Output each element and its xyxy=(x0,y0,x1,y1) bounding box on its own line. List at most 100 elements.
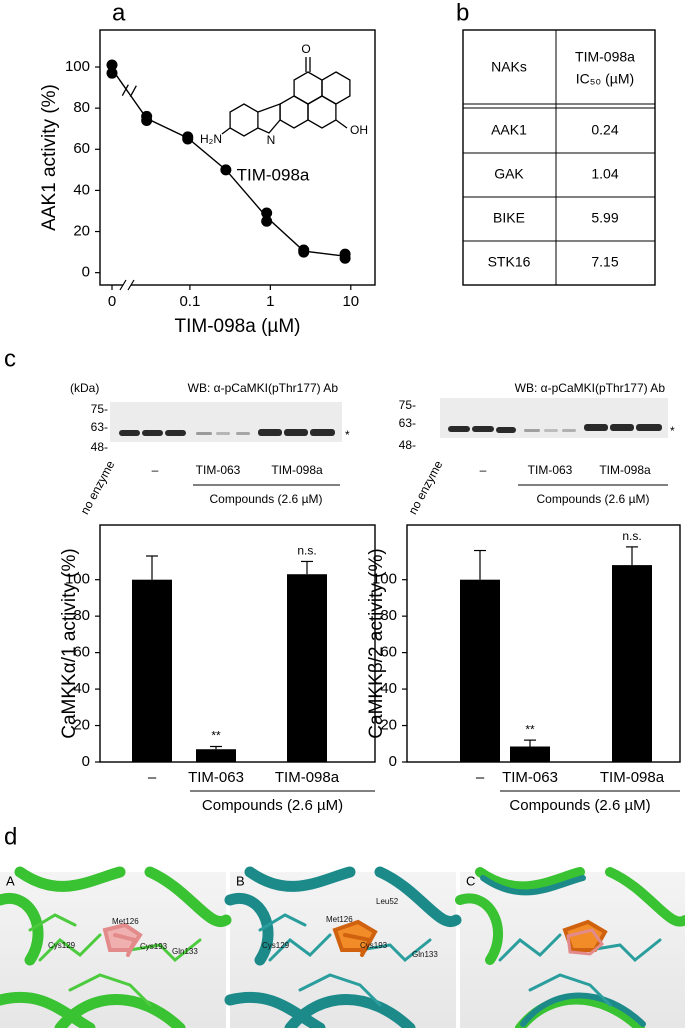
table-cell: STK16 xyxy=(488,254,531,270)
residue-label: Cys129 xyxy=(48,941,76,950)
docking-label: A xyxy=(6,873,15,888)
y-tick-label: 80 xyxy=(73,607,90,624)
unit-label: (kDa) xyxy=(70,381,99,395)
table-frame xyxy=(462,29,656,286)
lane-label: – xyxy=(480,463,487,477)
band xyxy=(119,430,140,436)
x-tick-label: 10 xyxy=(342,293,359,310)
band-star: * xyxy=(345,428,350,442)
atom-label: OH xyxy=(350,123,368,137)
atom-label: H₂N xyxy=(200,132,222,146)
table: NAKs TIM-098a IC₅₀ (µM) xyxy=(462,29,656,286)
residue-label: Met126 xyxy=(112,917,139,926)
y-tick-label: 80 xyxy=(73,99,90,116)
bar xyxy=(510,746,550,762)
data-point xyxy=(261,215,273,227)
docking-label: C xyxy=(466,873,475,888)
y-axis-label: AAK1 activity (%) xyxy=(39,84,60,231)
band xyxy=(496,427,516,433)
bar xyxy=(196,749,236,762)
marker-label: 48- xyxy=(399,438,416,452)
y-axis-label: CaMKKα/1 activity (%) xyxy=(59,548,80,738)
band xyxy=(636,424,662,431)
data-point xyxy=(220,164,232,176)
band xyxy=(584,424,608,431)
significance-label: n.s. xyxy=(622,529,641,543)
band xyxy=(448,426,470,432)
significance-label: ** xyxy=(525,722,535,736)
y-tick-label: 60 xyxy=(73,140,90,157)
lane-label: TIM-063 xyxy=(528,463,573,477)
marker-label: 63- xyxy=(399,416,416,430)
significance-label: n.s. xyxy=(297,544,316,558)
blot-right: 75- 63- 48- WB: α-pCaMKI(pThr177) Ab * n… xyxy=(399,381,675,517)
y-tick-label: 40 xyxy=(73,181,90,198)
residue-label: Cys193 xyxy=(360,941,388,950)
line-break xyxy=(121,84,137,97)
y-tick-label: 100 xyxy=(372,571,397,588)
band xyxy=(236,432,250,435)
x-tick-label: 1 xyxy=(266,293,274,310)
y-tick-label: 100 xyxy=(65,58,90,75)
residue-label: Gln133 xyxy=(172,947,198,956)
ring xyxy=(229,103,259,137)
atom-label: O xyxy=(301,42,310,56)
compound-name: TIM-098a xyxy=(237,165,310,184)
connecting-line xyxy=(111,68,346,257)
band xyxy=(562,429,576,432)
y-tick-label: 80 xyxy=(380,607,397,624)
band xyxy=(196,432,212,435)
wb-label: WB: α-pCaMKI(pThr177) Ab xyxy=(188,381,339,395)
significance-label: ** xyxy=(211,729,221,743)
band xyxy=(142,430,163,436)
lane-label: TIM-098a xyxy=(599,463,651,477)
bar xyxy=(287,574,327,762)
chemical-structure xyxy=(221,57,351,137)
group-label: Compounds (2.6 µM) xyxy=(509,797,650,814)
band xyxy=(524,429,540,432)
table-cell: 0.24 xyxy=(591,122,618,138)
marker-label: 48- xyxy=(91,440,108,454)
marker-label: 63- xyxy=(91,420,108,434)
lane-label: no enzyme xyxy=(78,458,118,517)
panel-label: d xyxy=(4,823,17,850)
band xyxy=(610,424,634,431)
data-point xyxy=(106,67,118,79)
band xyxy=(310,429,335,436)
lane-label: TIM-098a xyxy=(271,463,323,477)
docking-images: A B C Met126 Cys129 Cys193 Gln133 Met126… xyxy=(0,866,685,1028)
x-tick-label: TIM-063 xyxy=(502,769,558,786)
table-header: TIM-098a xyxy=(575,49,635,65)
bond xyxy=(221,127,231,135)
axis-break-gap xyxy=(123,282,131,288)
residue-label: Met126 xyxy=(326,915,353,924)
table-header: NAKs xyxy=(491,59,527,75)
table-cell: 5.99 xyxy=(591,210,618,226)
x-tick-label: 0.1 xyxy=(179,293,200,310)
panel-label: c xyxy=(4,345,16,372)
blot-left: (kDa) 75- 63- 48- WB: α-pCaMKI(pThr177) … xyxy=(70,381,350,517)
panel-label: b xyxy=(456,0,469,26)
y-tick-label: 0 xyxy=(82,264,90,281)
docking-label: B xyxy=(236,873,245,888)
data-point xyxy=(182,133,194,145)
atom-label: N xyxy=(267,133,276,147)
data-point xyxy=(298,246,310,258)
panel-label: a xyxy=(112,0,126,26)
x-axis-label: TIM-098a (µM) xyxy=(174,316,300,337)
blot-image xyxy=(110,402,342,442)
y-tick-label: 0 xyxy=(389,753,397,770)
y-tick-label: 40 xyxy=(73,680,90,697)
x-tick-label: 0 xyxy=(108,293,116,310)
bar xyxy=(612,565,652,762)
y-axis-label: CaMKKβ/2 activity (%) xyxy=(366,548,387,738)
residue-label: Gln133 xyxy=(412,950,438,959)
x-tick-label: TIM-098a xyxy=(275,769,340,786)
x-tick-label: – xyxy=(148,769,157,786)
band xyxy=(165,430,186,436)
bond xyxy=(335,119,348,129)
data-point xyxy=(261,207,273,219)
bar xyxy=(132,579,172,762)
x-tick-label: – xyxy=(476,769,485,786)
